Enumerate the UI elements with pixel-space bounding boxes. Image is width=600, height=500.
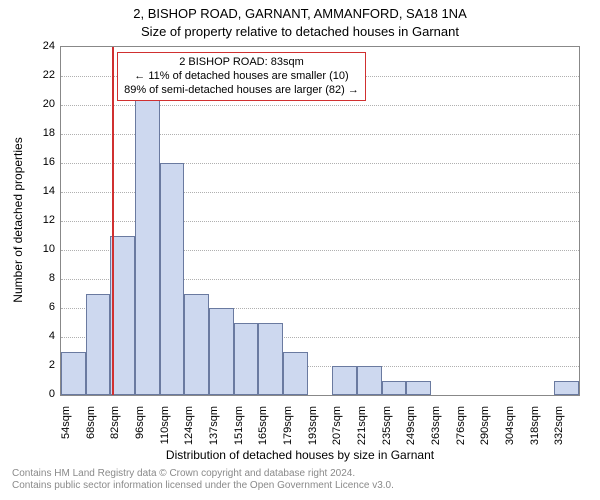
x-tick-label: 137sqm xyxy=(208,406,220,445)
attribution-footer: Contains HM Land Registry data © Crown c… xyxy=(12,468,588,492)
x-tick-label: 179sqm xyxy=(282,406,294,445)
callout-line: 2 BISHOP ROAD: 83sqm xyxy=(124,56,359,70)
x-tick-label: 54sqm xyxy=(60,406,72,439)
x-tick-label: 332sqm xyxy=(553,406,565,445)
y-tick-label: 24 xyxy=(15,40,55,52)
y-tick-label: 2 xyxy=(15,359,55,371)
callout-line: 89% of semi-detached houses are larger (… xyxy=(124,84,359,98)
x-tick-label: 207sqm xyxy=(331,406,343,445)
histogram-bar xyxy=(283,352,308,396)
histogram-bar xyxy=(160,163,185,395)
histogram-bar xyxy=(554,381,579,396)
x-tick-label: 263sqm xyxy=(430,406,442,445)
histogram-bar xyxy=(135,76,160,395)
histogram-bar xyxy=(357,366,382,395)
histogram-bar xyxy=(382,381,407,396)
x-tick-label: 151sqm xyxy=(233,406,245,445)
x-tick-label: 124sqm xyxy=(183,406,195,445)
y-tick-label: 16 xyxy=(15,156,55,168)
x-axis-label: Distribution of detached houses by size … xyxy=(0,448,600,462)
y-tick-label: 20 xyxy=(15,98,55,110)
x-tick-label: 68sqm xyxy=(85,406,97,439)
y-tick-label: 22 xyxy=(15,69,55,81)
callout-box: 2 BISHOP ROAD: 83sqm← 11% of detached ho… xyxy=(117,52,366,101)
footer-line-2: Contains public sector information licen… xyxy=(12,480,588,492)
y-tick-label: 0 xyxy=(15,388,55,400)
y-tick-label: 4 xyxy=(15,330,55,342)
histogram-bar xyxy=(61,352,86,396)
x-tick-label: 235sqm xyxy=(381,406,393,445)
histogram-bar xyxy=(234,323,259,396)
histogram-bar xyxy=(184,294,209,396)
histogram-bar xyxy=(86,294,111,396)
histogram-bar xyxy=(258,323,283,396)
x-tick-label: 165sqm xyxy=(257,406,269,445)
y-tick-label: 18 xyxy=(15,127,55,139)
x-tick-label: 276sqm xyxy=(455,406,467,445)
callout-line: ← 11% of detached houses are smaller (10… xyxy=(124,70,359,84)
x-tick-label: 96sqm xyxy=(134,406,146,439)
y-tick-label: 14 xyxy=(15,185,55,197)
histogram-bar xyxy=(332,366,357,395)
y-tick-label: 6 xyxy=(15,301,55,313)
x-tick-label: 304sqm xyxy=(504,406,516,445)
page-title: 2, BISHOP ROAD, GARNANT, AMMANFORD, SA18… xyxy=(0,6,600,21)
marker-line xyxy=(112,47,114,395)
y-tick-label: 12 xyxy=(15,214,55,226)
y-tick-label: 10 xyxy=(15,243,55,255)
x-tick-label: 318sqm xyxy=(529,406,541,445)
x-tick-label: 249sqm xyxy=(405,406,417,445)
footer-line-1: Contains HM Land Registry data © Crown c… xyxy=(12,468,588,480)
x-tick-label: 193sqm xyxy=(307,406,319,445)
page-subtitle: Size of property relative to detached ho… xyxy=(0,24,600,39)
histogram-bar xyxy=(406,381,431,396)
histogram-bar xyxy=(209,308,234,395)
y-tick-label: 8 xyxy=(15,272,55,284)
x-tick-label: 290sqm xyxy=(479,406,491,445)
x-tick-label: 221sqm xyxy=(356,406,368,445)
x-tick-label: 82sqm xyxy=(109,406,121,439)
x-tick-label: 110sqm xyxy=(159,406,171,444)
